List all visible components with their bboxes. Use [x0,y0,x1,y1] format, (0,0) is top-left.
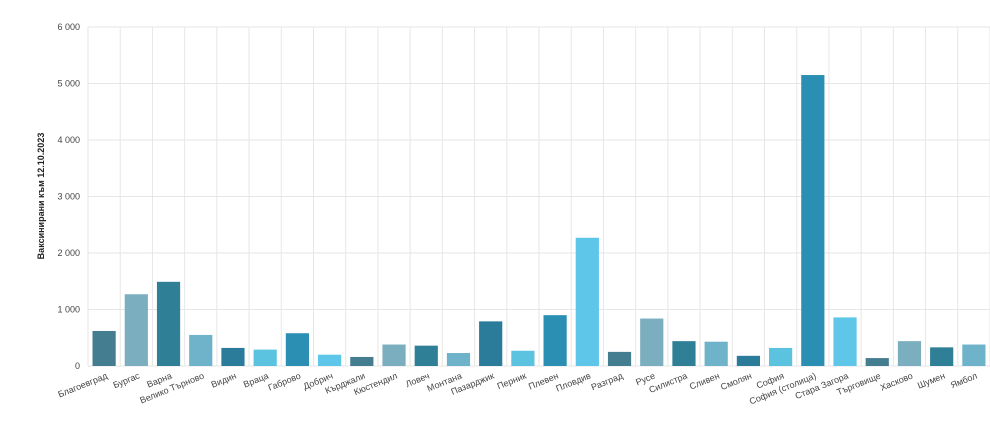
bar[interactable] [253,349,277,366]
x-tick-label: Перник [496,371,528,392]
bar[interactable] [189,334,213,366]
bar[interactable] [930,347,954,366]
bar[interactable] [865,358,889,366]
bar[interactable] [640,318,664,366]
x-tick-label: Габрово [267,371,302,393]
x-tick-label: Сливен [688,371,721,392]
y-tick-label: 1 000 [57,305,80,315]
bar[interactable] [607,351,632,366]
x-tick-label: Плевен [527,371,560,392]
y-tick-label: 3 000 [57,192,80,202]
bar[interactable] [285,333,309,366]
bar[interactable] [672,341,696,366]
bar[interactable] [92,330,116,366]
x-tick-label: Ямбол [949,371,979,391]
bar[interactable] [769,347,793,366]
y-axis-ticks: 0 1 000 2 000 3 000 4 000 5 000 6 000 [57,22,80,371]
y-tick-label: 6 000 [57,22,80,32]
x-tick-label: Смолян [719,371,753,392]
bar[interactable] [479,321,503,366]
y-tick-label: 4 000 [57,135,80,145]
bar[interactable] [156,281,181,366]
bar[interactable] [833,317,857,366]
x-tick-label: Видин [210,371,238,390]
x-tick-label: Хасково [879,371,915,393]
bar[interactable] [543,315,567,366]
y-tick-label: 0 [75,361,80,371]
bar[interactable] [414,345,438,366]
x-tick-label: Пловдив [554,371,592,394]
y-tick-label: 2 000 [57,248,80,258]
grid [87,26,990,367]
x-tick-label: Шумен [916,371,946,391]
y-axis-label: Ваксинирани към 12.10.2023 [36,133,46,260]
x-tick-label: Бургас [112,370,142,390]
bar[interactable] [446,353,471,366]
x-tick-label: Враца [242,371,270,390]
bar[interactable] [801,75,825,367]
bar[interactable] [382,344,406,366]
bar[interactable] [962,344,986,366]
bar[interactable] [350,356,374,366]
x-tick-label: Благоевград [56,370,109,399]
bar[interactable] [221,347,245,366]
x-tick-label: Разград [590,370,625,392]
bars [92,75,986,367]
bar[interactable] [736,355,760,366]
bar[interactable] [897,341,922,366]
bar[interactable] [704,341,728,366]
bar[interactable] [318,354,342,366]
bar[interactable] [124,294,148,366]
bar[interactable] [575,237,599,366]
bar[interactable] [511,350,535,366]
y-tick-label: 5 000 [57,79,80,89]
